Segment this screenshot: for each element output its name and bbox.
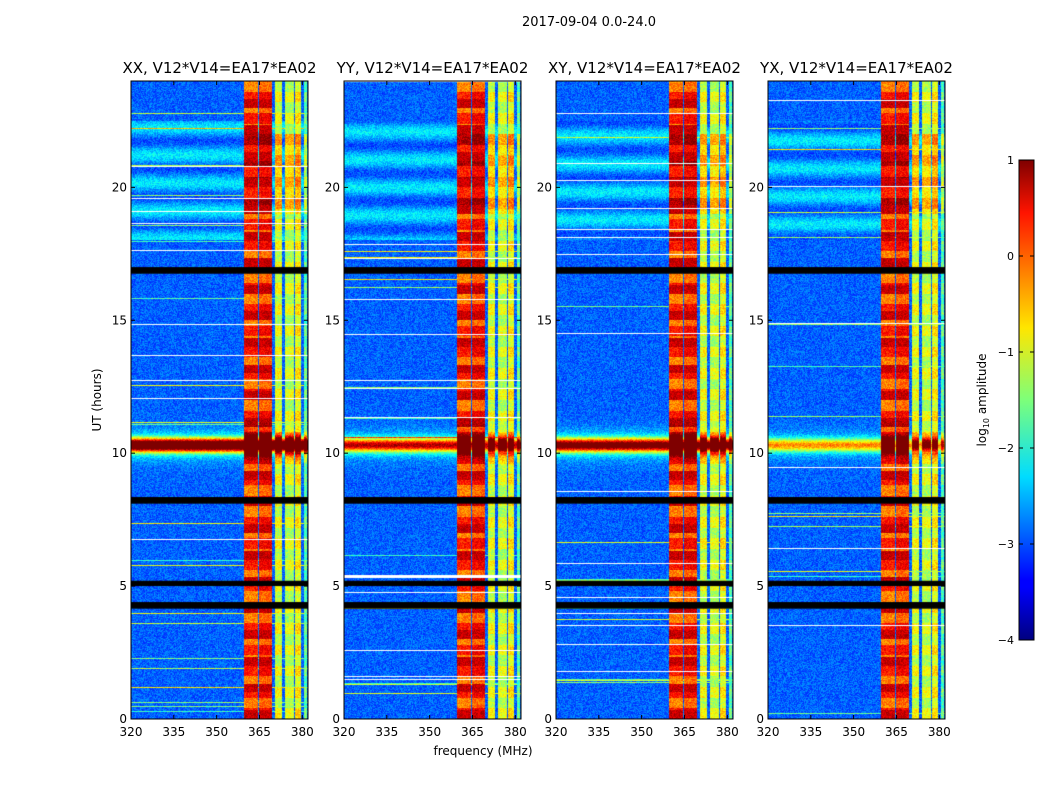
colorbar-tick-label: −1	[998, 346, 1014, 359]
y-tick-label: 5	[756, 579, 764, 593]
colorbar: 1 0 −1 −2 −3 −4 log10 amplitude	[975, 154, 1035, 647]
figure-suptitle: 2017-09-04 0.0-24.0	[522, 15, 656, 30]
x-tick-label: 365	[673, 725, 696, 739]
colorbar-label: log10 amplitude	[975, 354, 991, 447]
panel-frame	[130, 80, 309, 720]
y-tick-label: 20	[325, 180, 340, 194]
y-tick-label: 15	[749, 313, 764, 327]
x-tick-label: 350	[630, 725, 653, 739]
x-tick-label: 380	[928, 725, 951, 739]
y-tick-label: 20	[537, 180, 552, 194]
colorbar-tick-label: −4	[998, 634, 1014, 647]
panel-title: YY, V12*V14=EA17*EA02	[336, 59, 529, 77]
panel-frame	[555, 80, 734, 720]
y-axis-label: UT (hours)	[90, 368, 104, 431]
spectrogram-heatmap	[344, 81, 521, 719]
y-tick-label: 20	[749, 180, 764, 194]
y-tick-label: 5	[119, 579, 127, 593]
panel-frame	[343, 80, 522, 720]
colorbar-tick-label: 1	[1007, 154, 1014, 167]
spectrogram-heatmap	[131, 81, 308, 719]
y-tick-label: 5	[332, 579, 340, 593]
x-axis-label: frequency (MHz)	[433, 744, 532, 758]
y-tick-label: 10	[325, 446, 340, 460]
x-tick-label: 335	[375, 725, 398, 739]
colorbar-ticks: 1 0 −1 −2 −3 −4	[998, 154, 1034, 647]
panel-3: YX, V12*V14=EA17*EA02 320 335 350 365 380 0 5 10…	[749, 59, 953, 739]
y-tick-label: 10	[112, 446, 127, 460]
x-tick-label: 350	[418, 725, 441, 739]
panels: XX, V12*V14=EA17*EA02 320 335 350 365 380 0 5 10…	[112, 59, 953, 739]
y-tick-label: 0	[756, 712, 764, 726]
x-tick-label: 365	[885, 725, 908, 739]
x-tick-label: 350	[205, 725, 228, 739]
y-tick-label: 15	[537, 313, 552, 327]
colorbar-gradient	[1018, 159, 1035, 641]
colorbar-tick-label: −2	[998, 442, 1014, 455]
y-tick-label: 20	[112, 180, 127, 194]
x-tick-label: 335	[799, 725, 822, 739]
y-tick-label: 0	[332, 712, 340, 726]
spectrogram-heatmap	[556, 81, 733, 719]
x-tick-label: 335	[587, 725, 610, 739]
y-tick-label: 15	[325, 313, 340, 327]
panel-2: XY, V12*V14=EA17*EA02 320 335 350 365 380 0 5 10…	[537, 59, 741, 739]
x-tick-label: 350	[842, 725, 865, 739]
x-tick-label: 380	[504, 725, 527, 739]
colorbar-tick-label: 0	[1007, 250, 1014, 263]
panel-0: XX, V12*V14=EA17*EA02 320 335 350 365 380 0 5 10…	[112, 59, 317, 739]
y-tick-label: 10	[749, 446, 764, 460]
x-tick-label: 320	[757, 725, 780, 739]
panel-frame	[767, 80, 946, 720]
x-tick-label: 380	[716, 725, 739, 739]
x-tick-label: 320	[333, 725, 356, 739]
y-tick-label: 0	[544, 712, 552, 726]
panel-title: XY, V12*V14=EA17*EA02	[548, 59, 741, 77]
x-tick-label: 365	[248, 725, 271, 739]
y-tick-label: 10	[537, 446, 552, 460]
panel-1: YY, V12*V14=EA17*EA02 320 335 350 365 380 0 5 10…	[325, 59, 529, 739]
panel-title: XX, V12*V14=EA17*EA02	[122, 59, 316, 77]
y-tick-label: 0	[119, 712, 127, 726]
x-tick-label: 335	[162, 725, 185, 739]
y-tick-label: 5	[544, 579, 552, 593]
y-tick-label: 15	[112, 313, 127, 327]
x-tick-label: 365	[461, 725, 484, 739]
x-tick-label: 380	[291, 725, 314, 739]
x-tick-label: 320	[120, 725, 143, 739]
colorbar-tick-label: −3	[998, 538, 1014, 551]
spectrogram-heatmap	[768, 81, 945, 719]
x-tick-label: 320	[545, 725, 568, 739]
panel-title: YX, V12*V14=EA17*EA02	[759, 59, 953, 77]
